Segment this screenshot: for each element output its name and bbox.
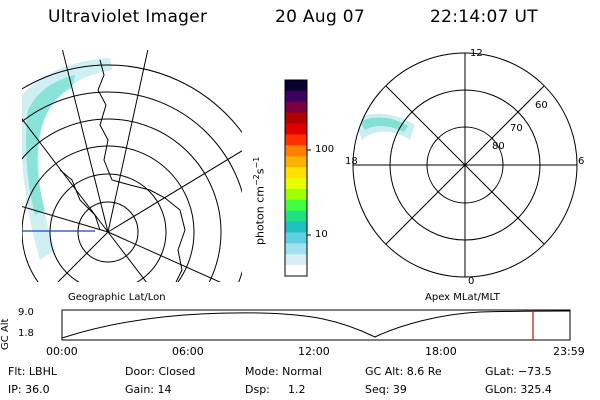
dsp-label: Dsp: (245, 383, 270, 396)
mlat-60-label: 60 (535, 100, 548, 111)
colorbar-swatch (285, 90, 307, 103)
mlat-80-label: 80 (492, 141, 505, 152)
gain-status: Gain: 14 (125, 383, 172, 396)
glon-status: GLon: 325.4 (485, 383, 552, 396)
seq-status: Seq: 39 (365, 383, 407, 396)
colorbar-swatch (285, 243, 307, 255)
dsp-value: 1.2 (288, 383, 306, 396)
altitude-xtick-4: 23:59 (553, 345, 585, 358)
polar-map-label: Apex MLat/MLT (425, 292, 500, 303)
colorbar-swatch (285, 199, 307, 212)
colorbar-swatch (285, 134, 307, 146)
time-label: 22:14:07 UT (430, 7, 538, 27)
geo-map-grid (22, 50, 242, 282)
altitude-ytick-high: 9.0 (18, 307, 34, 318)
altitude-xtick-1: 06:00 (172, 345, 204, 358)
instrument-title: Ultraviolet Imager (48, 7, 208, 27)
colorbar-swatch (285, 112, 307, 125)
altitude-ylabel: GC Alt (0, 318, 11, 350)
gc-alt-status: GC Alt: 8.6 Re (365, 365, 442, 378)
colorbar-tick-100: 100 (315, 144, 335, 155)
colorbar-swatch (285, 232, 307, 244)
colorbar-frame (284, 79, 308, 277)
altitude-ytick-low: 1.8 (18, 328, 34, 339)
colorbar-swatch (285, 167, 307, 179)
ip-status: IP: 36.0 (8, 383, 50, 396)
date-label: 20 Aug 07 (275, 7, 365, 27)
colorbar-swatch (285, 101, 307, 114)
colorbar-swatch (285, 221, 307, 233)
mlt-0-label: 0 (468, 276, 475, 287)
colorbar-swatch (285, 80, 307, 92)
altitude-xtick-2: 12:00 (298, 345, 330, 358)
coastline (97, 59, 186, 282)
mlt-18-label: 18 (345, 156, 358, 167)
colorbar-swatch (285, 210, 307, 223)
colorbar-swatch (285, 188, 307, 201)
mlat-70-label: 70 (510, 123, 523, 134)
mlt-12-label: 12 (470, 48, 483, 59)
door-status: Door: Closed (125, 365, 196, 378)
geo-map-label: Geographic Lat/Lon (68, 292, 166, 303)
altitude-curve (61, 310, 571, 339)
filter-status: Flt: LBHL (8, 365, 57, 378)
aurora-core-geo (26, 75, 75, 215)
colorbar-swatch (285, 123, 307, 135)
colorbar-swatch (285, 254, 307, 266)
mode-status: Mode: Normal (245, 365, 322, 378)
colorbar-swatch (285, 145, 307, 157)
colorbar-swatch (285, 265, 307, 277)
colorbar-swatch (285, 156, 307, 168)
colorbar-tick-10: 10 (315, 229, 328, 240)
colorbar-swatch (285, 178, 307, 190)
altitude-xtick-3: 18:00 (425, 345, 457, 358)
altitude-xtick-0: 00:00 (46, 345, 78, 358)
mlt-6-label: 6 (578, 156, 585, 167)
glat-status: GLat: −73.5 (485, 365, 552, 378)
